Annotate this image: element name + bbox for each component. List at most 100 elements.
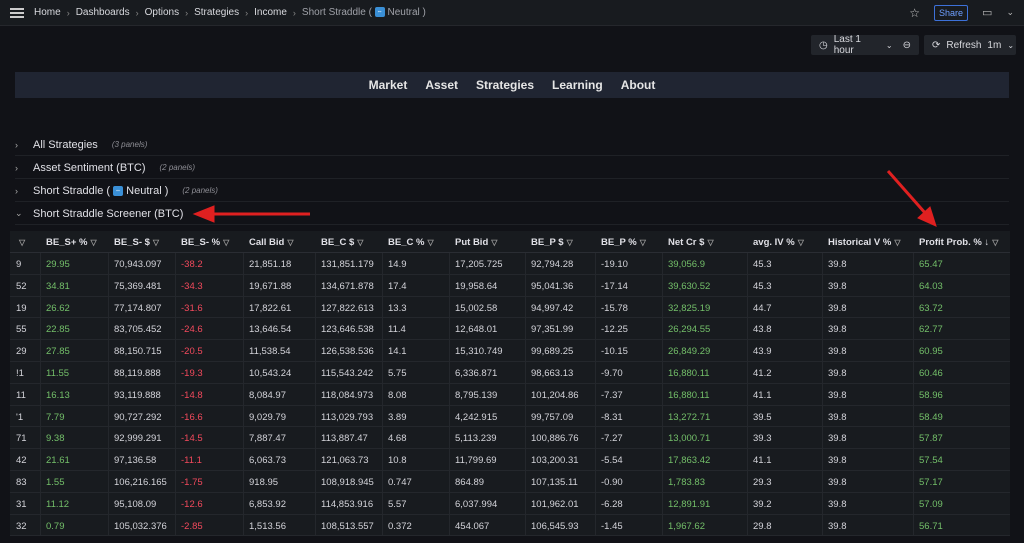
refresh-button[interactable]: ⟳ Refresh 1m ⌄ [924, 35, 1016, 55]
filter-icon[interactable]: ▽ [491, 238, 498, 247]
star-icon[interactable]: ☆ [909, 5, 921, 20]
column-header[interactable]: BE_C $ ▽ [321, 237, 364, 248]
filter-icon[interactable]: ▽ [223, 238, 230, 247]
table-cell: 1,967.62 [668, 520, 705, 532]
column-header[interactable]: BE_C % ▽ [388, 237, 434, 248]
table-cell: 99,757.09 [531, 411, 574, 423]
table-cell: 13,646.54 [249, 324, 292, 336]
table-cell: 113,029.793 [321, 411, 374, 423]
column-header[interactable]: BE_S+ % ▽ [46, 237, 97, 248]
table-cell: 22.85 [46, 324, 70, 336]
table-cell: 11.55 [46, 367, 70, 379]
nav-asset[interactable]: Asset [425, 78, 458, 92]
column-header[interactable]: Call Bid ▽ [249, 237, 294, 248]
column-header[interactable]: BE_P $ ▽ [531, 237, 573, 248]
table-cell: 127,822.613 [321, 302, 374, 314]
table-cell: -19.10 [601, 259, 628, 270]
table-cell: 39.8 [828, 498, 847, 510]
table-cell: 26.62 [46, 302, 70, 314]
table-cell: 121,063.73 [321, 455, 369, 467]
menu-icon[interactable] [10, 7, 24, 18]
column-header[interactable]: Net Cr $ ▽ [668, 237, 714, 248]
table-cell: -31.6 [181, 302, 203, 314]
column-header[interactable]: BE_P % ▽ [601, 237, 646, 248]
table-cell: 83,705.452 [114, 324, 162, 336]
filter-icon[interactable]: ▽ [797, 238, 804, 247]
breadcrumb-strategies[interactable]: Strategies [194, 7, 240, 18]
column-header[interactable]: ▽ [16, 237, 25, 248]
filter-icon[interactable]: ▽ [152, 238, 160, 247]
row-asset-sentiment[interactable]: › Asset Sentiment (BTC) (2 panels) [15, 157, 1009, 179]
table-cell: 454.067 [455, 520, 490, 532]
filter-icon[interactable]: ▽ [894, 238, 901, 247]
column-header[interactable]: BE_S- % ▽ [181, 237, 230, 248]
table-cell: 39.8 [828, 433, 847, 445]
table-cell: -7.37 [601, 389, 623, 401]
time-picker[interactable]: ◷ Last 1 hour ⌄ ⊖ [811, 34, 919, 56]
table-cell: 4,242.915 [455, 411, 498, 423]
table-cell: 16,880.11 [668, 389, 710, 401]
share-button[interactable]: Share [934, 4, 969, 21]
table-cell: 90,727.292 [114, 411, 162, 423]
filter-icon[interactable]: ▽ [992, 238, 999, 247]
filter-icon[interactable]: ▽ [707, 238, 714, 247]
table-cell: 39.8 [828, 302, 847, 314]
nav-strategies[interactable]: Strategies [476, 78, 535, 92]
column-header[interactable]: Profit Prob. % ↓ ▽ [919, 237, 999, 248]
table-cell: -11.1 [181, 455, 202, 467]
table-cell: 39.8 [828, 411, 847, 423]
table-cell: 39.5 [753, 411, 772, 423]
sort-desc-icon[interactable]: ↓ [981, 237, 990, 248]
table-cell: 62.77 [919, 324, 943, 336]
table-cell: 39,630.52 [668, 280, 711, 292]
table-cell: 41.1 [753, 455, 772, 467]
table-cell: 16.13 [46, 389, 70, 401]
table-cell: -8.31 [601, 411, 623, 423]
chevron-down-icon[interactable]: ⌄ [1006, 7, 1014, 17]
table-cell: 864.89 [455, 476, 485, 488]
row-title: Short Straddle ( ⇔ Neutral ) [33, 184, 169, 197]
table-cell: -38.2 [181, 259, 203, 270]
filter-icon[interactable]: ▽ [566, 238, 573, 247]
table-cell: 94,997.42 [531, 302, 574, 314]
table-cell: 58.49 [919, 411, 943, 423]
column-header[interactable]: Put Bid ▽ [455, 237, 498, 248]
nav-learning[interactable]: Learning [552, 78, 603, 92]
table-cell: 41.1 [753, 389, 772, 401]
filter-icon[interactable]: ▽ [639, 238, 646, 247]
column-header[interactable]: avg. IV % ▽ [753, 237, 804, 248]
filter-icon[interactable]: ▽ [287, 238, 294, 247]
table-cell: 29.95 [46, 259, 70, 270]
table-cell: -6.28 [601, 498, 623, 510]
row-short-straddle-screener[interactable]: ⌄ Short Straddle Screener (BTC) [15, 203, 1009, 225]
table-cell: -14.5 [181, 433, 203, 445]
table-cell: 108,513.557 [321, 520, 374, 532]
breadcrumb-income[interactable]: Income [254, 7, 287, 18]
column-header[interactable]: Historical V % ▽ [828, 237, 901, 248]
row-short-straddle[interactable]: › Short Straddle ( ⇔ Neutral ) (2 panels) [15, 180, 1009, 202]
table-cell: 14.1 [388, 346, 407, 358]
filter-icon[interactable]: ▽ [19, 238, 26, 247]
filter-icon[interactable]: ▽ [357, 238, 364, 247]
nav-market[interactable]: Market [368, 78, 408, 92]
row-all-strategies[interactable]: › All Strategies (3 panels) [15, 134, 1009, 156]
table-cell: -24.6 [181, 324, 203, 336]
table-cell: 58.96 [919, 389, 943, 401]
table-cell: 32,825.19 [668, 302, 711, 314]
table-cell: -7.27 [601, 433, 623, 445]
breadcrumb-dashboards[interactable]: Dashboards [75, 7, 130, 18]
nav-about[interactable]: About [620, 78, 656, 92]
table-cell: 13.3 [388, 302, 407, 314]
table-cell: -12.25 [601, 324, 628, 336]
column-header[interactable]: BE_S- $ ▽ [114, 237, 160, 248]
zoom-out-icon[interactable]: ⊖ [902, 39, 911, 51]
table-cell: 14.9 [388, 259, 407, 270]
filter-icon[interactable]: ▽ [90, 238, 97, 247]
breadcrumb-options[interactable]: Options [144, 7, 180, 18]
refresh-interval[interactable]: 1m [987, 39, 1002, 51]
breadcrumb-home[interactable]: Home [34, 7, 61, 18]
table-cell: 65.47 [919, 259, 943, 270]
tv-mode-icon[interactable]: ▭ [982, 7, 993, 19]
filter-icon[interactable]: ▽ [427, 238, 434, 247]
table-cell: 10.8 [388, 455, 407, 467]
